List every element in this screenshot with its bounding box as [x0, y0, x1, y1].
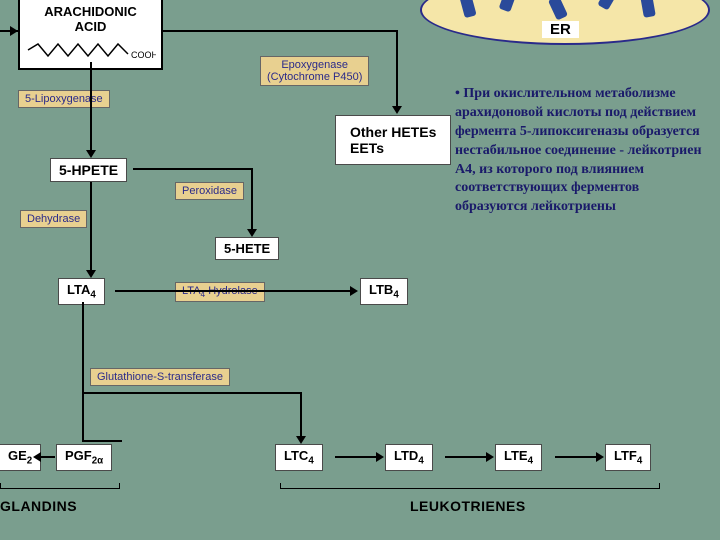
arrow-head-icon [376, 452, 384, 462]
arrow-head-icon [86, 150, 96, 158]
lte4-box: LTE4 [495, 444, 542, 471]
arrow-head-icon [350, 286, 358, 296]
arrow [82, 440, 122, 442]
other-hetes-box: Other HETEs EETs [335, 115, 451, 165]
arrow [445, 456, 490, 458]
arrow [90, 62, 92, 154]
arrow [251, 168, 253, 233]
ltc4-box: LTC4 [275, 444, 323, 471]
ltb4-box: LTB4 [360, 278, 408, 305]
arrow [555, 456, 600, 458]
gst-label: Glutathione-S-transferase [90, 368, 230, 386]
aa-title: ARACHIDONIC ACID [26, 4, 155, 34]
arrow-head-icon [10, 26, 18, 36]
arrow [82, 302, 84, 442]
5-hpete-box: 5-HPETE [50, 158, 127, 182]
leukotrienes-label: LEUKOTRIENES [410, 498, 526, 514]
aa-structure-icon: COOH [26, 36, 156, 64]
arrow-head-icon [296, 436, 306, 444]
pgf2a-box: PGF2α [56, 444, 112, 471]
arrow-head-icon [486, 452, 494, 462]
peroxidase-label: Peroxidase [175, 182, 244, 200]
svg-text:COOH: COOH [131, 50, 156, 60]
glandins-label: GLANDINS [0, 498, 77, 514]
arrow-head-icon [33, 452, 41, 462]
arrow-head-icon [247, 229, 257, 237]
arrow-head-icon [86, 270, 96, 278]
arrow [396, 30, 398, 110]
er-oval: ER [420, 0, 710, 45]
arrow [335, 456, 380, 458]
ltd4-box: LTD4 [385, 444, 433, 471]
5-hete-box: 5-HETE [215, 237, 279, 260]
arrow [300, 392, 302, 440]
ltf4-box: LTF4 [605, 444, 651, 471]
glandins-bracket [0, 483, 120, 489]
lta4-hydrolase-label: LTA4 Hydrolase [175, 282, 265, 302]
arrow [90, 182, 92, 274]
leukotrienes-bracket [280, 483, 660, 489]
arrow [115, 290, 355, 292]
arrow [133, 168, 253, 170]
arrow [163, 30, 398, 32]
dehydrase-label: Dehydrase [20, 210, 87, 228]
arrow-head-icon [392, 106, 402, 114]
epoxygenase-label: Epoxygenase (Cytochrome P450) [260, 56, 369, 86]
er-label: ER [542, 21, 579, 38]
note-text: • При окислительном метаболизме арахидон… [455, 85, 713, 217]
arachidonic-acid-box: ARACHIDONIC ACID COOH [18, 0, 163, 70]
arrow-head-icon [596, 452, 604, 462]
lta4-box: LTA4 [58, 278, 105, 305]
arrow [82, 392, 302, 394]
5-lipoxygenase-label: 5-Lipoxygenase [18, 90, 110, 108]
